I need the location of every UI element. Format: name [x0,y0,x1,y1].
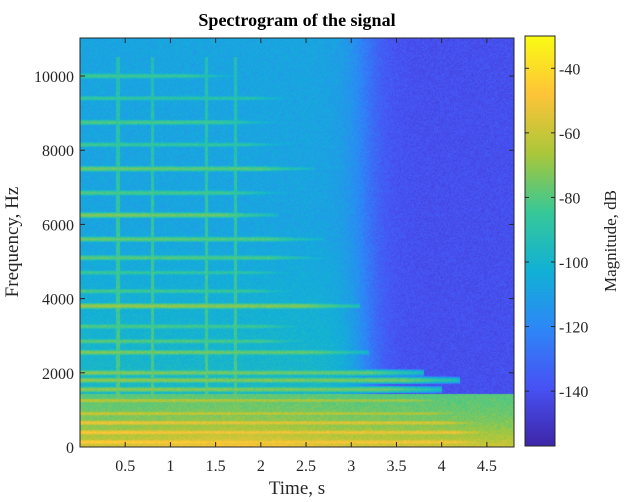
x-tick-label: 0.5 [115,458,135,475]
colorbar-tick-label: -120 [559,320,588,337]
y-tick-label: 2000 [42,366,74,383]
colorbar-area [525,36,555,446]
colorbar-frame [524,35,556,447]
colorbar-tick-label: -100 [559,255,588,272]
colorbar-tick-label: -80 [559,190,580,207]
plot-frame [79,37,515,448]
chart-title: Spectrogram of the signal [198,10,395,30]
x-tick-label: 4 [438,458,446,475]
x-tick-label: 3.5 [386,458,406,475]
heatmap-area [80,38,514,447]
y-tick-label: 0 [66,440,74,457]
x-tick-label: 1 [166,458,174,475]
x-axis: 0.5 1 1.5 2 2.5 3 3.5 4 4.5 [115,38,497,475]
y-tick-label: 6000 [42,217,74,234]
y-axis: 0 2000 4000 6000 8000 10000 [34,69,514,457]
x-axis-label: Time, s [269,478,325,499]
colorbar-axis: -40 -60 -80 -100 -120 -140 [525,61,588,401]
colorbar-tick-label: -140 [559,384,588,401]
x-tick-label: 4.5 [477,458,497,475]
y-tick-label: 8000 [42,143,74,160]
y-tick-label: 10000 [34,69,74,86]
colorbar-tick-label: -60 [559,126,580,143]
colorbar-tick-label: -40 [559,61,580,78]
colorbar-gradient [525,36,555,446]
x-tick-label: 3 [347,458,355,475]
colorbar-label: Magnitude, dB [601,190,620,292]
spectrogram-heatmap [80,38,514,447]
y-tick-label: 4000 [42,292,74,309]
x-tick-label: 1.5 [206,458,226,475]
x-tick-label: 2 [257,458,265,475]
y-axis-label: Frequency, Hz [2,187,23,298]
x-tick-label: 2.5 [296,458,316,475]
